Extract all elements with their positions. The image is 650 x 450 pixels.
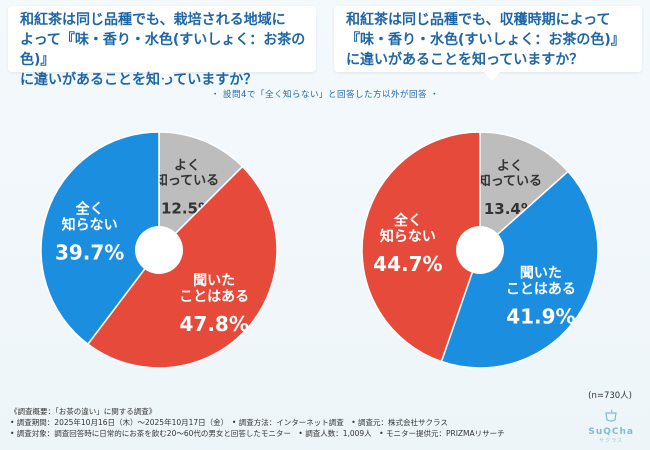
pie-slice-not-known	[40, 131, 160, 346]
footer-line-3: • 調査対象：調査回答時に日常的にお茶を飲む20～60代の男女と回答したモニター…	[10, 429, 505, 438]
teacup-icon	[605, 409, 617, 422]
slice-category-text: ことはある	[179, 289, 249, 305]
question-right: 和紅茶は同じ品種でも、収穫時期によって 『味・香り・水色(すいしょく：お茶の色)…	[346, 12, 625, 68]
slice-value-label: 44.7%	[373, 252, 442, 276]
slice-category-text: ことはある	[506, 282, 576, 298]
slice-value-label: 39.7%	[55, 241, 124, 265]
respondent-note: ・ 設問4で「全く知らない」と回答した方以外が回答 ・	[210, 90, 440, 100]
slice-value-label: 41.9%	[506, 305, 575, 329]
pie-center-hole	[135, 226, 183, 274]
slice-category-text: 全く	[393, 212, 422, 229]
slice-category-text: よく	[497, 159, 523, 174]
slice-category-text: よく	[174, 158, 200, 173]
slice-category-text: 知っている	[478, 173, 542, 189]
pie-slice-heard-of	[440, 170, 599, 369]
pie-slice-not-known	[361, 131, 481, 363]
slice-label-not-known: 全く知らない 44.7%	[373, 212, 442, 276]
survey-footer: 《調査概要：「お茶の違い」に関する調査》 • 調査期間：2025年10月16日（…	[10, 406, 505, 439]
logo-text: SuQCha	[588, 427, 634, 437]
pie-slice-heard-of	[86, 165, 278, 369]
question-box-left: 和紅茶は同じ品種でも、栽培される地域に よって『味・香り・水色(すいしょく：お茶…	[8, 6, 316, 88]
pie-slice-well-known	[479, 131, 570, 252]
pie-center-hole	[456, 226, 504, 274]
slice-category-text: 知っている	[155, 172, 219, 188]
logo-subtext: サクラス	[599, 438, 624, 444]
pie-slice-well-known	[158, 131, 244, 252]
slice-label-not-known: 全く知らない 39.7%	[55, 201, 124, 265]
footer-line-2: • 調査期間：2025年10月16日（木）～2025年10月17日（金） • 調…	[10, 418, 448, 427]
slice-category-text: 全く	[75, 201, 104, 218]
brand-logo: SuQCha サクラス	[588, 408, 634, 444]
question-box-right: 和紅茶は同じ品種でも、収穫時期によって 『味・香り・水色(すいしょく：お茶の色)…	[334, 6, 642, 81]
slice-category-text: 聞いた	[193, 273, 235, 289]
slice-value-label: 47.8%	[179, 312, 248, 336]
sample-size-label: (n=730人)	[588, 391, 632, 401]
footer-line-1: 《調査概要：「お茶の違い」に関する調査》	[10, 407, 157, 416]
slice-category-text: 知らない	[62, 217, 118, 234]
slice-category-text: 聞いた	[520, 266, 562, 282]
slice-category-text: 知らない	[380, 228, 436, 245]
question-left: 和紅茶は同じ品種でも、栽培される地域に よって『味・香り・水色(すいしょく：お茶…	[20, 12, 306, 88]
